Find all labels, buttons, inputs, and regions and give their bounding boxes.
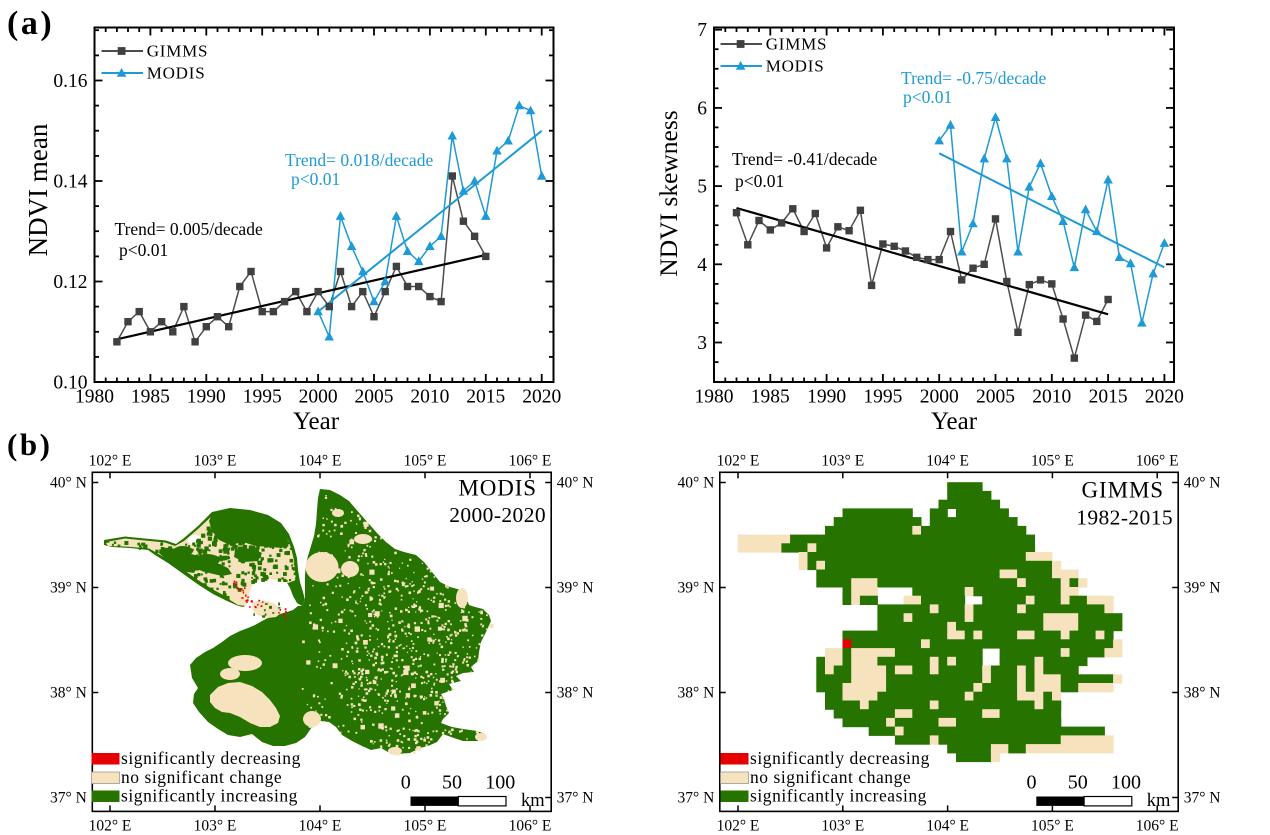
svg-text:5: 5 [697,177,707,198]
svg-text:p<0.01: p<0.01 [119,240,168,260]
svg-text:Year: Year [293,408,340,435]
svg-text:4: 4 [697,255,707,276]
svg-text:no significant change: no significant change [121,767,282,787]
svg-text:40° N: 40° N [557,475,594,492]
svg-text:p<0.01: p<0.01 [735,171,784,191]
svg-text:significantly decreasing: significantly decreasing [121,748,301,768]
svg-text:106° E: 106° E [1136,452,1179,469]
svg-text:0.16: 0.16 [53,71,87,92]
svg-text:2010: 2010 [1032,387,1071,408]
svg-text:2000: 2000 [299,387,338,408]
svg-text:103° E: 103° E [821,452,864,469]
svg-text:105° E: 105° E [404,452,447,469]
svg-text:GIMMS: GIMMS [766,35,828,54]
svg-text:37° N: 37° N [1184,790,1221,807]
svg-text:2020: 2020 [1145,387,1184,408]
svg-text:0.14: 0.14 [53,172,87,193]
svg-text:km: km [521,791,545,811]
svg-text:100: 100 [485,772,515,794]
svg-text:2000-2020: 2000-2020 [449,503,546,527]
svg-text:106° E: 106° E [509,817,552,834]
svg-text:MODIS: MODIS [147,64,206,83]
svg-text:104° E: 104° E [299,817,342,834]
svg-text:50: 50 [1068,772,1088,794]
svg-text:Trend= -0.75/decade: Trend= -0.75/decade [901,68,1047,88]
svg-text:0.12: 0.12 [53,272,87,293]
svg-text:1985: 1985 [751,387,790,408]
svg-text:Trend= -0.41/decade: Trend= -0.41/decade [732,149,878,169]
svg-text:significantly increasing: significantly increasing [750,786,927,806]
svg-text:106° E: 106° E [1136,817,1179,834]
svg-text:1990: 1990 [187,387,226,408]
svg-text:NDVI mean: NDVI mean [23,123,53,256]
svg-text:1995: 1995 [863,387,902,408]
svg-text:102° E: 102° E [717,817,760,834]
svg-text:39° N: 39° N [50,580,87,597]
svg-text:38° N: 38° N [678,685,715,702]
svg-text:40° N: 40° N [678,475,715,492]
svg-text:Year: Year [931,408,978,435]
svg-text:0: 0 [401,772,411,794]
svg-text:50: 50 [442,772,462,794]
svg-text:37° N: 37° N [50,790,87,807]
svg-text:1980: 1980 [695,387,734,408]
svg-text:104° E: 104° E [926,817,969,834]
svg-text:2000: 2000 [920,387,959,408]
svg-text:no significant change: no significant change [750,767,911,787]
svg-text:105° E: 105° E [404,817,447,834]
svg-text:104° E: 104° E [926,452,969,469]
svg-text:1980: 1980 [75,387,114,408]
svg-text:3: 3 [697,333,707,354]
svg-text:104° E: 104° E [299,452,342,469]
svg-text:Trend= 0.018/decade: Trend= 0.018/decade [285,150,433,170]
svg-text:1995: 1995 [243,387,282,408]
svg-text:103° E: 103° E [194,817,237,834]
svg-text:6: 6 [697,98,707,119]
svg-text:MODIS: MODIS [766,57,825,76]
svg-text:2015: 2015 [466,387,505,408]
svg-text:7: 7 [697,20,707,41]
svg-text:38° N: 38° N [1184,685,1221,702]
svg-text:2010: 2010 [410,387,449,408]
svg-text:1985: 1985 [131,387,170,408]
svg-text:GIMMS: GIMMS [1082,478,1164,503]
svg-text:2005: 2005 [355,387,394,408]
svg-text:37° N: 37° N [557,790,594,807]
svg-text:105° E: 105° E [1031,817,1074,834]
svg-text:NDVI skewness: NDVI skewness [654,110,683,276]
svg-text:102° E: 102° E [89,817,132,834]
svg-text:100: 100 [1111,772,1141,794]
svg-text:102° E: 102° E [89,452,132,469]
svg-text:106° E: 106° E [509,452,552,469]
svg-text:p<0.01: p<0.01 [903,87,952,107]
svg-text:40° N: 40° N [50,475,87,492]
svg-text:1982-2015: 1982-2015 [1076,506,1173,530]
svg-text:105° E: 105° E [1031,452,1074,469]
svg-text:p<0.01: p<0.01 [291,169,340,189]
svg-text:103° E: 103° E [194,452,237,469]
svg-text:38° N: 38° N [557,685,594,702]
svg-text:103° E: 103° E [821,817,864,834]
svg-text:MODIS: MODIS [458,476,537,501]
svg-text:38° N: 38° N [50,685,87,702]
svg-text:(a): (a) [7,5,54,42]
svg-text:(b): (b) [7,427,52,462]
svg-text:102° E: 102° E [717,452,760,469]
svg-text:significantly decreasing: significantly decreasing [750,748,930,768]
svg-text:39° N: 39° N [557,580,594,597]
svg-text:37° N: 37° N [678,790,715,807]
svg-text:1990: 1990 [807,387,846,408]
svg-text:Trend= 0.005/decade: Trend= 0.005/decade [115,219,263,239]
svg-text:39° N: 39° N [1184,580,1221,597]
svg-text:2020: 2020 [522,387,561,408]
svg-text:0.10: 0.10 [53,373,87,394]
svg-text:GIMMS: GIMMS [147,42,209,61]
svg-text:significantly increasing: significantly increasing [121,786,298,806]
svg-text:2005: 2005 [976,387,1015,408]
svg-text:39° N: 39° N [678,580,715,597]
svg-text:km: km [1147,791,1171,811]
svg-text:0: 0 [1027,772,1037,794]
svg-text:2015: 2015 [1089,387,1128,408]
svg-text:40° N: 40° N [1184,475,1221,492]
